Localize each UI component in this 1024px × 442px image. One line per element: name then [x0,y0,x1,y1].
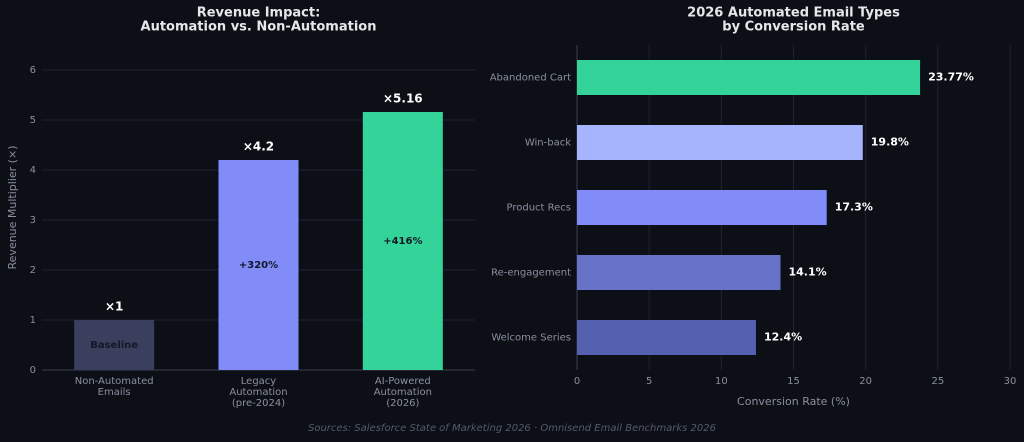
x-tick-label: 0 [574,376,580,387]
chart-title: Revenue Impact: [197,6,321,21]
bar [218,160,299,370]
y-tick-label: Win-back [525,138,571,149]
x-axis-label: Conversion Rate (%) [737,395,850,408]
bar-annotation: Baseline [90,340,138,351]
bar-annotation: +416% [383,236,422,247]
bar [577,125,863,160]
y-tick-label: Welcome Series [491,333,571,344]
x-tick-label: 10 [715,376,728,387]
value-label: 14.1% [789,266,827,279]
value-label: ×4.2 [243,140,274,154]
bar [577,190,827,225]
bar [577,320,756,355]
x-tick-label: AI-Powered Automation (2026) [373,376,432,409]
bar [362,112,443,370]
y-axis-label: Revenue Multiplier (×) [6,146,19,270]
chart-title: by Conversion Rate [722,20,865,35]
bar [74,320,155,370]
x-tick-label: Legacy Automation (pre-2024) [229,376,288,409]
x-tick-label: 15 [787,376,800,387]
bar [577,60,921,95]
y-tick-label: 5 [30,115,36,126]
y-tick-label: Abandoned Cart [490,73,571,84]
y-tick-label: Re-engagement [491,268,571,279]
x-tick-label: 25 [931,376,944,387]
y-tick-label: 6 [30,65,36,76]
bar-annotation: +320% [239,260,278,271]
x-tick-label: 5 [646,376,652,387]
y-tick-label: 4 [30,165,36,176]
y-tick-label: 1 [30,315,36,326]
chart-title: Automation vs. Non-Automation [141,20,377,35]
x-tick-label: 30 [1004,376,1017,387]
value-label: 19.8% [871,136,909,149]
y-tick-label: Product Recs [506,203,571,214]
value-label: 17.3% [835,201,873,214]
bar [577,255,781,290]
y-tick-label: 3 [30,215,36,226]
value-label: 23.77% [928,71,974,84]
footer: Sources: Salesforce State of Marketing 2… [307,423,717,434]
value-label: 12.4% [764,331,802,344]
x-tick-label: Non-Automated Emails [74,376,154,398]
value-label: ×1 [105,300,123,314]
chart-title: 2026 Automated Email Types [687,6,900,21]
value-label: ×5.16 [383,92,423,106]
x-tick-label: 20 [859,376,872,387]
y-tick-label: 2 [30,265,36,276]
y-tick-label: 0 [30,365,36,376]
